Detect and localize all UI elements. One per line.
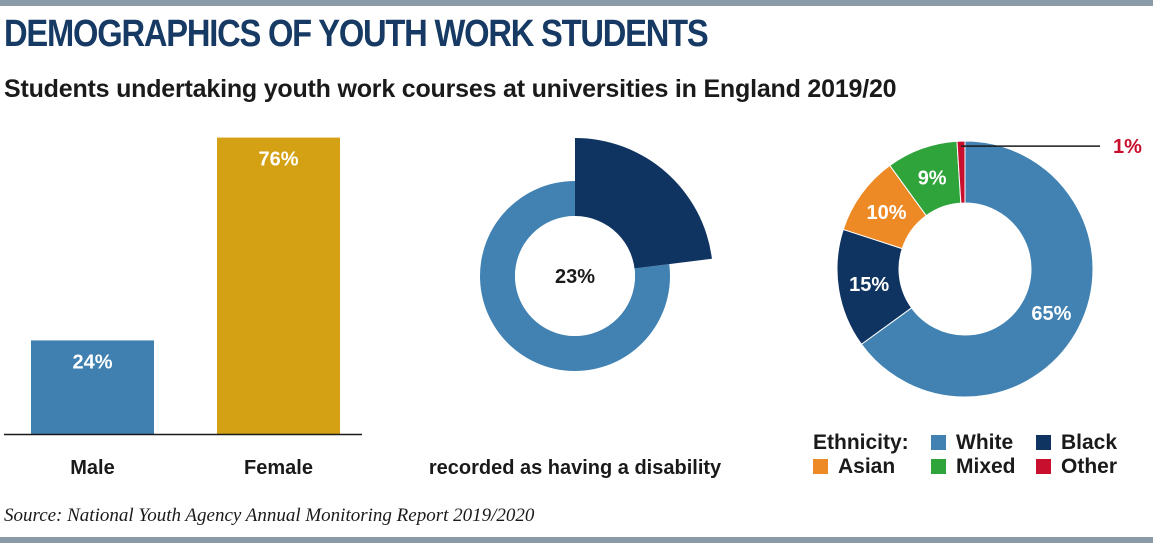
legend-swatch-white xyxy=(931,435,946,450)
ethnicity-donut-chart: 65% 15% 10% 9% 1% xyxy=(836,136,1142,398)
ethnicity-legend: Ethnicity: White Black Asian Mixed Other xyxy=(813,431,1117,478)
bar-female xyxy=(217,137,340,434)
disability-donut-chart: 23% recorded as having a disability xyxy=(429,138,722,479)
legend-swatch-other xyxy=(1036,459,1051,474)
bar-value-label: 24% xyxy=(72,351,112,373)
x-tick-label: Female xyxy=(244,457,313,479)
gender-bar-chart: 24% Male 76% Female xyxy=(4,137,362,479)
legend-title: Ethnicity: xyxy=(813,431,909,454)
bottom-rule xyxy=(0,537,1153,543)
source-note: Source: National Youth Agency Annual Mon… xyxy=(4,505,535,526)
disability-caption: recorded as having a disability xyxy=(429,457,722,479)
bar-male xyxy=(31,340,154,434)
slice-label-asian: 10% xyxy=(867,202,907,224)
legend-swatch-asian xyxy=(813,459,828,474)
legend-label-other: Other xyxy=(1061,455,1117,478)
slice-label-white: 65% xyxy=(1031,303,1071,325)
x-tick-label: Male xyxy=(70,457,114,479)
legend-label-mixed: Mixed xyxy=(956,455,1016,478)
top-rule xyxy=(0,0,1153,6)
slice-other xyxy=(956,140,966,204)
legend-swatch-mixed xyxy=(931,459,946,474)
slice-label-mixed: 9% xyxy=(918,168,947,190)
slice-white xyxy=(860,140,1094,398)
donut-ring-remainder xyxy=(480,181,671,371)
donut-hole xyxy=(515,216,635,336)
legend-label-white: White xyxy=(956,431,1013,454)
slice-label-black: 15% xyxy=(849,274,889,296)
legend-label-black: Black xyxy=(1061,431,1117,454)
center-value-label: 23% xyxy=(555,266,595,288)
bar-value-label: 76% xyxy=(258,149,298,171)
legend-swatch-black xyxy=(1036,435,1051,450)
slice-label-other: 1% xyxy=(1113,136,1142,158)
page-title: DEMOGRAPHICS OF YOUTH WORK STUDENTS xyxy=(4,13,709,55)
page-subtitle: Students undertaking youth work courses … xyxy=(4,75,897,103)
legend-label-asian: Asian xyxy=(838,455,895,478)
